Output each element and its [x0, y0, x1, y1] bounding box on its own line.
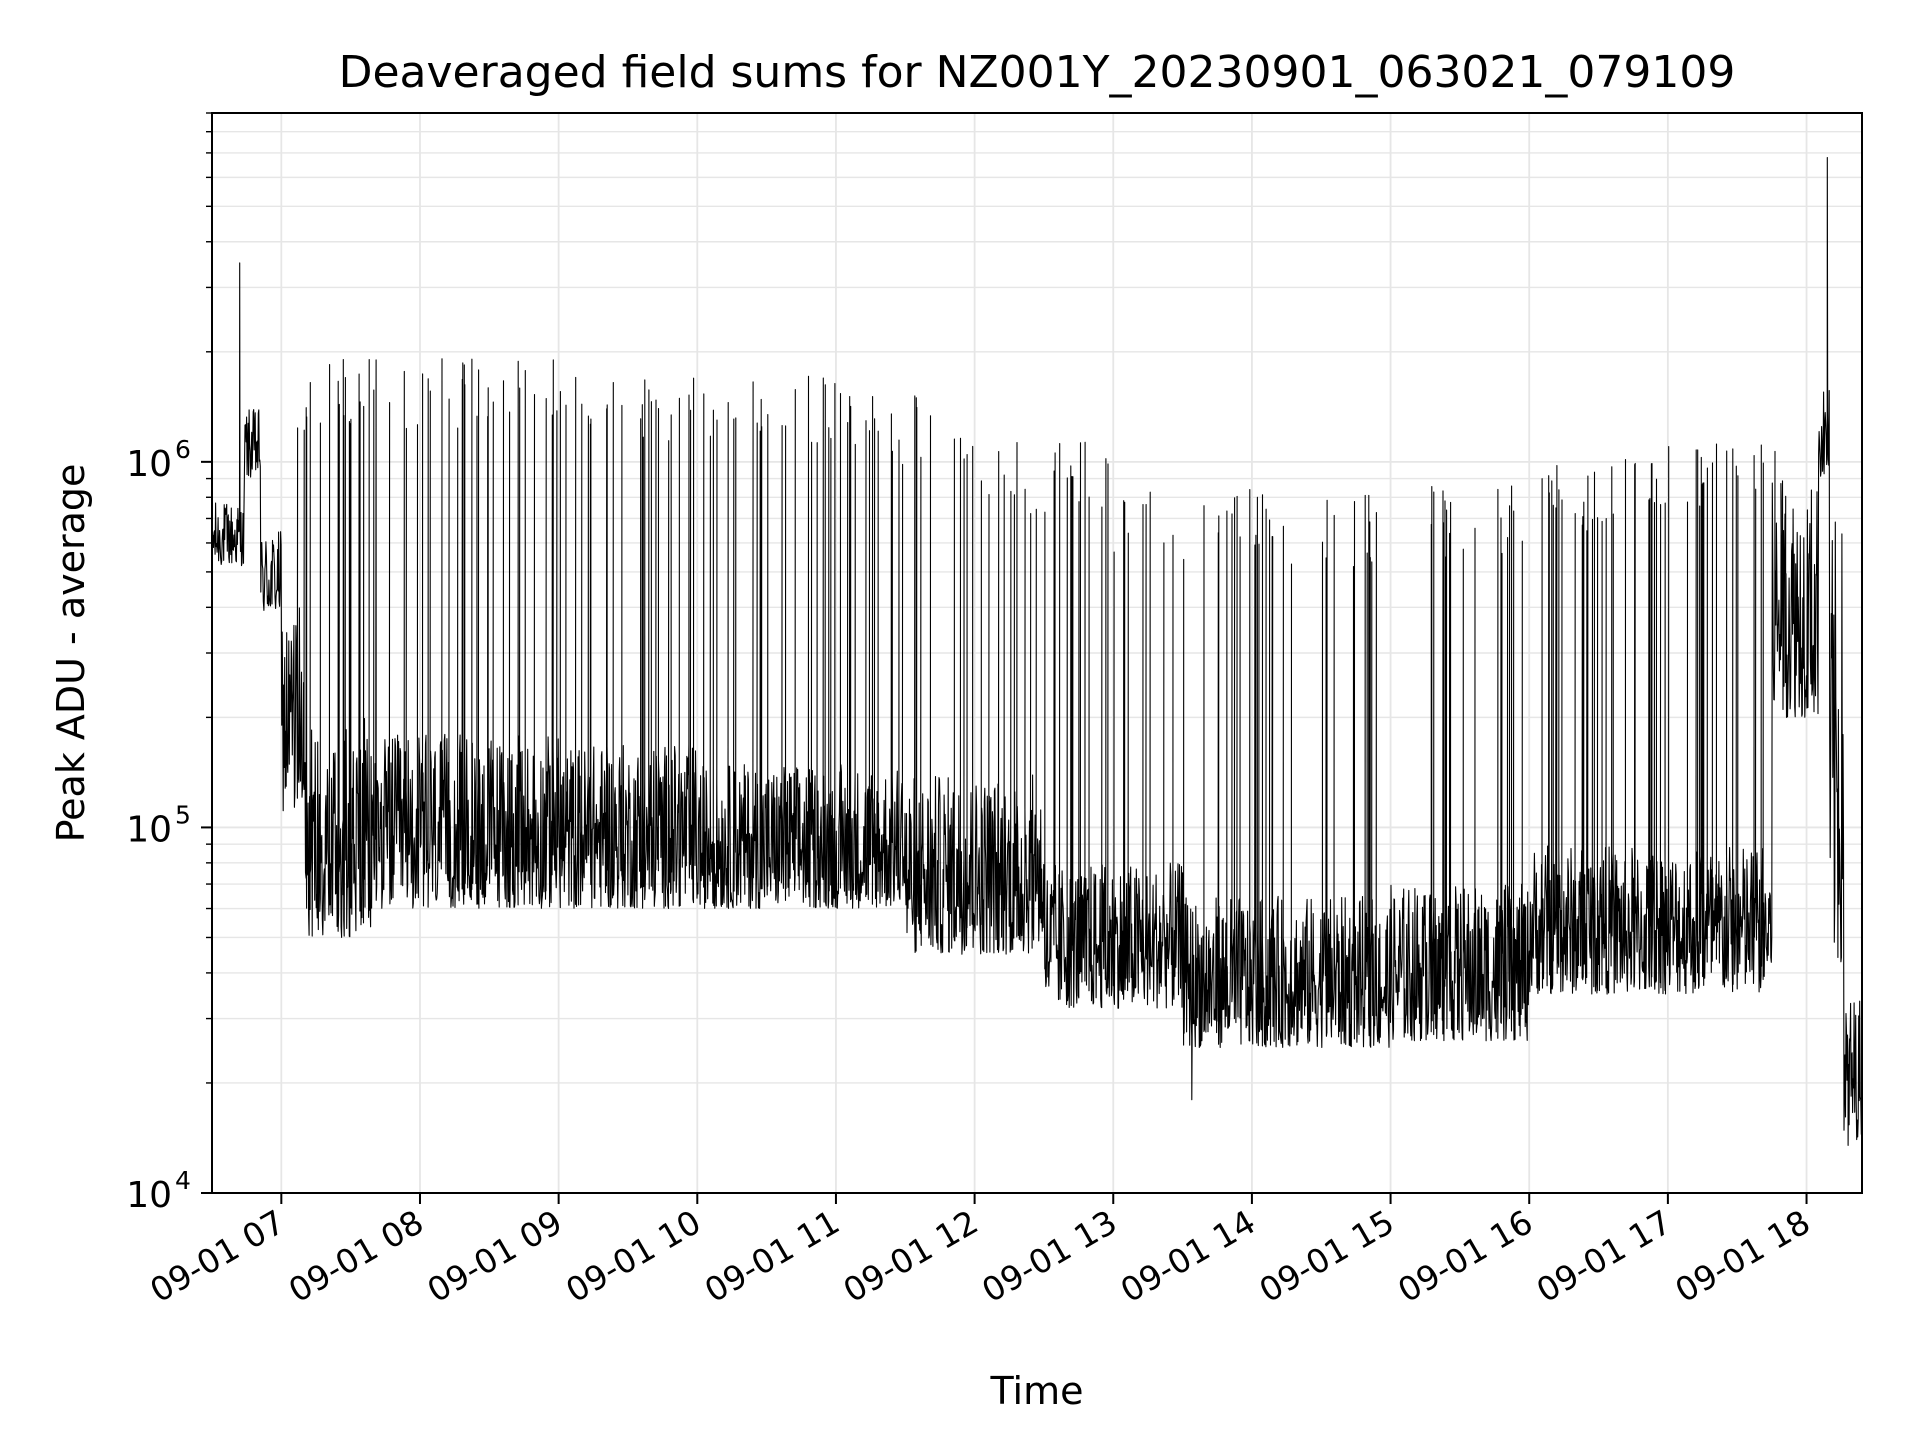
series-line	[212, 156, 1862, 1146]
y-tick-label: 10	[126, 809, 172, 850]
y-tick-label: 10	[126, 1175, 172, 1216]
x-axis-label: Time	[990, 1369, 1084, 1413]
y-axis-label: Peak ADU - average	[49, 464, 93, 843]
y-tick-exponent: 4	[175, 1166, 191, 1195]
y-tick-exponent: 6	[175, 435, 191, 464]
series-layer	[212, 156, 1862, 1146]
y-tick-exponent: 5	[175, 800, 191, 829]
chart-title: Deaveraged field sums for NZ001Y_2023090…	[339, 47, 1736, 98]
y-tick-label: 10	[126, 444, 172, 485]
